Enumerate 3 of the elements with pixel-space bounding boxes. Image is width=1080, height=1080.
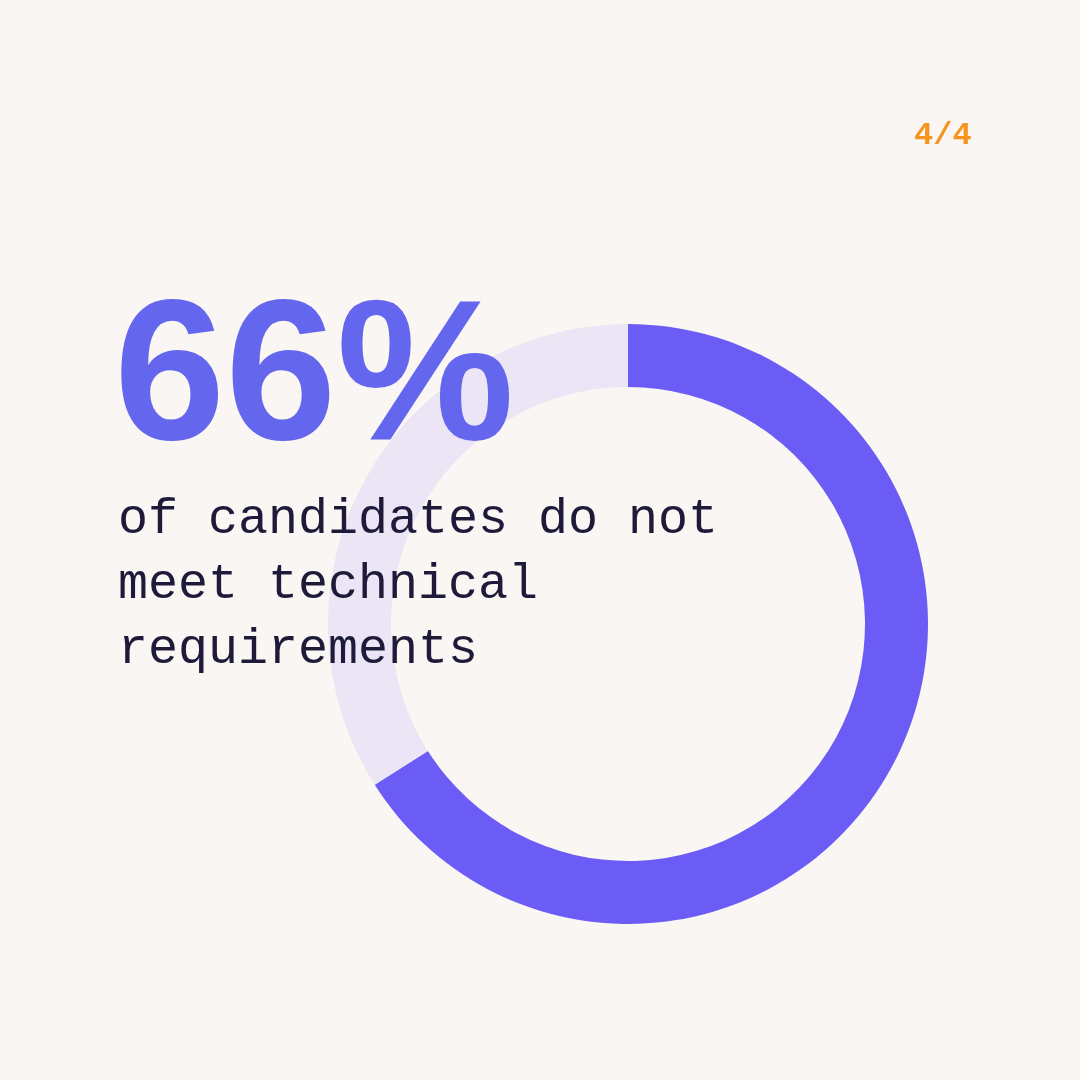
text: of candidates do not meet technical requirements <box>118 491 719 678</box>
text: 4/4 <box>914 117 972 154</box>
text: 66% <box>114 258 515 481</box>
